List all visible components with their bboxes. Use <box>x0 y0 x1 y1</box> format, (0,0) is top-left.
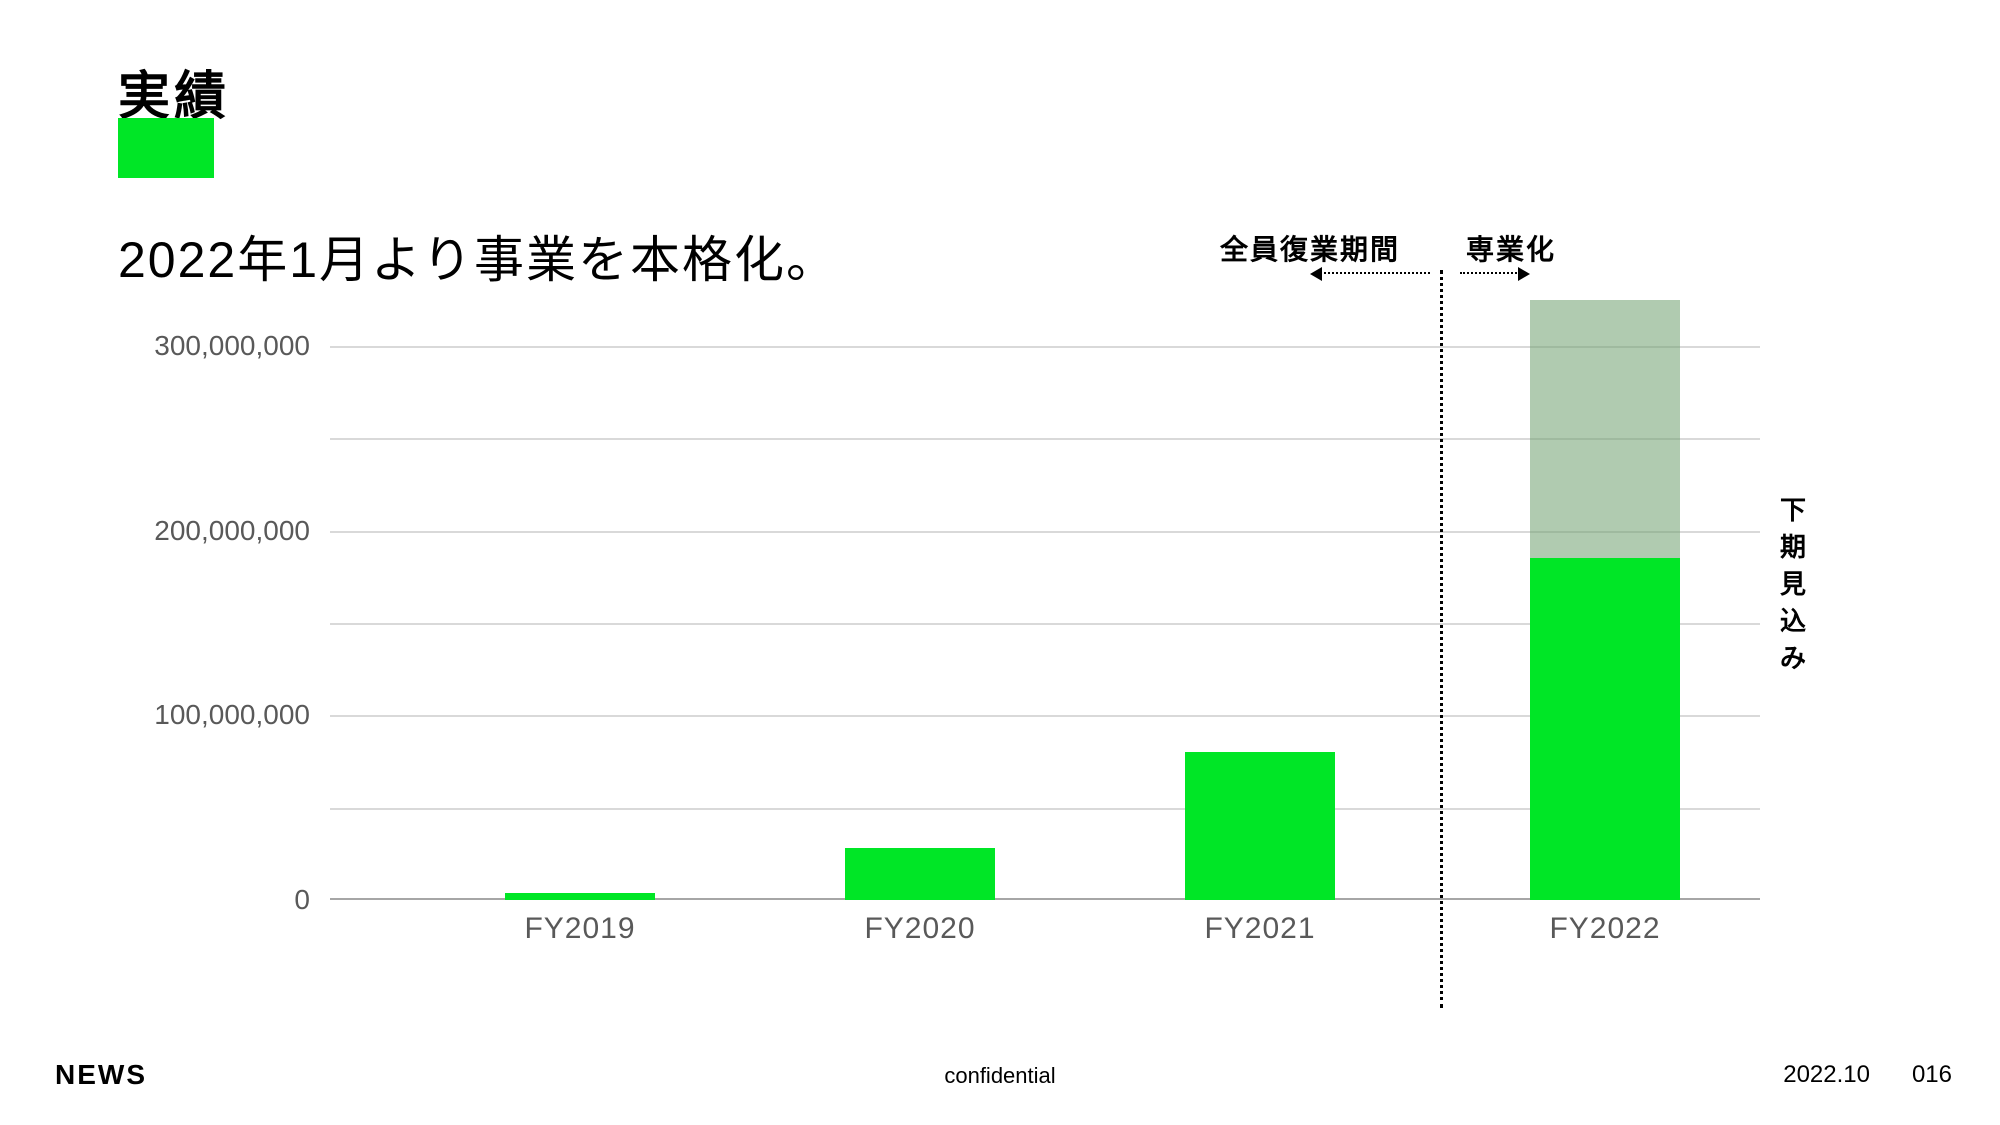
confidential-label: confidential <box>944 1063 1055 1089</box>
page-subtitle: 2022年1月より事業を本格化。 <box>118 220 838 292</box>
bar-overlay <box>1530 300 1680 558</box>
bar <box>1530 558 1680 900</box>
divider-line <box>1440 270 1443 1008</box>
bar <box>505 893 655 900</box>
title-accent-block <box>118 118 214 178</box>
revenue-chart: 0100,000,000200,000,000300,000,000FY2019… <box>170 300 1770 950</box>
y-tick-label: 100,000,000 <box>154 699 310 731</box>
bar <box>845 848 995 900</box>
overlay-label: 下期見込み <box>1780 490 1808 675</box>
x-tick-label: FY2020 <box>820 912 1020 946</box>
annotation-right: 専業化 <box>1466 228 1556 268</box>
y-tick-label: 200,000,000 <box>154 515 310 547</box>
arrow-left <box>1320 272 1430 274</box>
brand-logo: NEWS <box>55 1059 147 1091</box>
arrow-right <box>1460 272 1520 274</box>
x-tick-label: FY2019 <box>480 912 680 946</box>
x-tick-label: FY2021 <box>1160 912 1360 946</box>
y-tick-label: 300,000,000 <box>154 330 310 362</box>
footer-date: 2022.10 <box>1783 1061 1870 1089</box>
x-tick-label: FY2022 <box>1505 912 1705 946</box>
bar <box>1185 752 1335 900</box>
footer-page: 016 <box>1912 1061 1952 1089</box>
annotation-left: 全員復業期間 <box>1220 228 1400 268</box>
chart-plot: 0100,000,000200,000,000300,000,000FY2019… <box>330 300 1760 900</box>
y-tick-label: 0 <box>294 884 310 916</box>
